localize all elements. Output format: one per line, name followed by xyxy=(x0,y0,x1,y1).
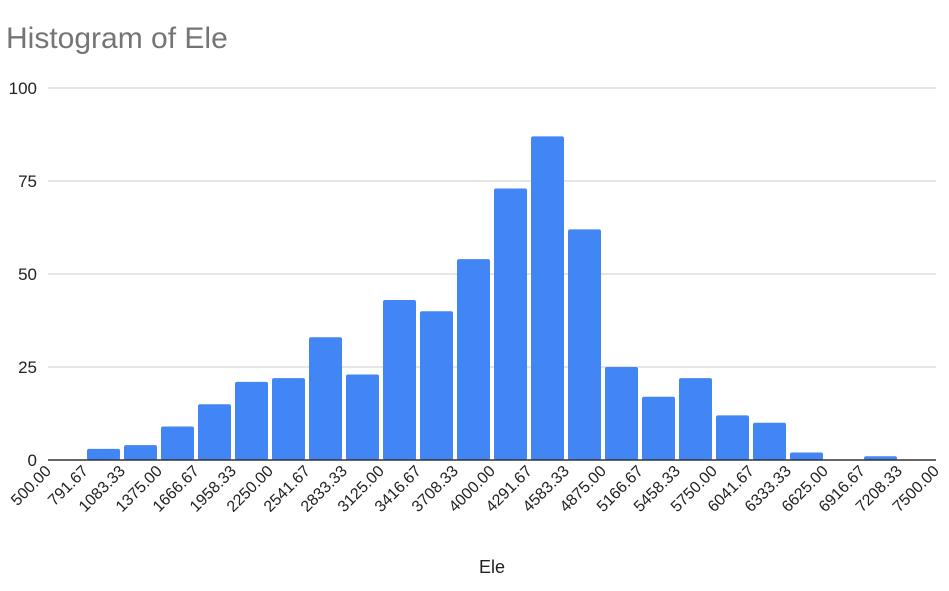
y-tick-label: 75 xyxy=(18,172,37,191)
histogram-bar xyxy=(272,378,305,460)
histogram-bar xyxy=(494,188,527,460)
histogram-bar xyxy=(87,448,120,460)
x-axis-label: Ele xyxy=(479,557,505,577)
histogram-bar xyxy=(531,136,564,461)
histogram-bar xyxy=(864,456,897,460)
histogram-bar xyxy=(605,367,638,460)
y-axis-ticks: 0 25 50 75 100 xyxy=(9,79,37,470)
histogram-bar xyxy=(198,404,231,460)
histogram-bar xyxy=(124,445,157,460)
histogram-bar xyxy=(716,415,749,460)
y-tick-label: 100 xyxy=(9,79,37,98)
x-axis-ticks: 500.00791.671083.331375.001666.671958.33… xyxy=(8,463,943,516)
histogram-bar xyxy=(383,300,416,460)
chart-title: Histogram of Ele xyxy=(6,22,228,55)
histogram-bar xyxy=(679,378,712,460)
histogram-bar xyxy=(790,452,823,460)
histogram-bar xyxy=(346,374,379,460)
gridlines xyxy=(48,87,936,368)
histogram-bar xyxy=(235,381,268,460)
histogram-bar xyxy=(753,422,786,460)
histogram-bar xyxy=(457,259,490,460)
histogram-bar xyxy=(420,311,453,460)
bars xyxy=(87,136,897,461)
y-tick-label: 25 xyxy=(18,358,37,377)
histogram-bar xyxy=(642,396,675,460)
y-tick-label: 50 xyxy=(18,265,37,284)
histogram-bar xyxy=(309,337,342,460)
y-tick-label: 0 xyxy=(28,451,37,470)
histogram-bar xyxy=(161,426,194,460)
histogram-bar xyxy=(568,229,601,460)
